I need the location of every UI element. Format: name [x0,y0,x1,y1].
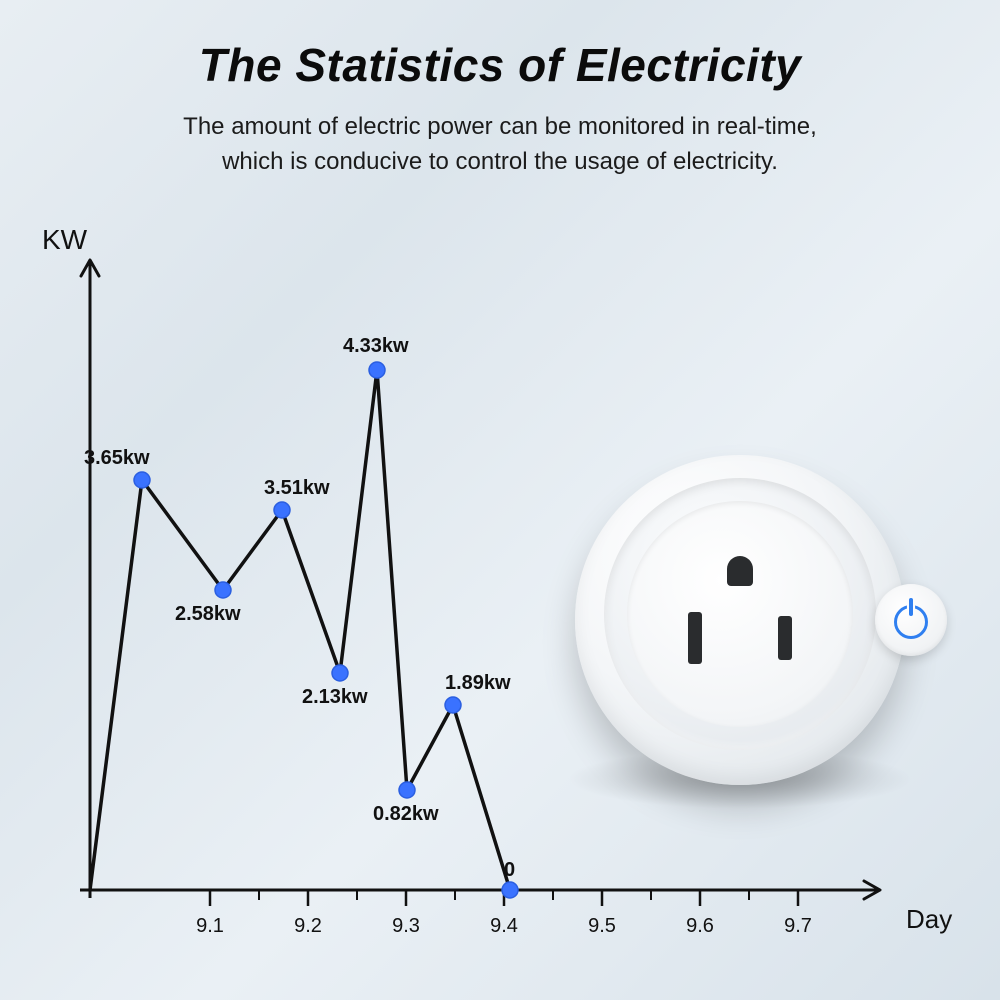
svg-text:3.51kw: 3.51kw [264,477,330,499]
svg-text:9.3: 9.3 [392,915,420,937]
power-icon-bar [909,598,913,616]
svg-text:1.89kw: 1.89kw [445,672,511,694]
svg-text:9.4: 9.4 [490,915,518,937]
svg-text:0: 0 [504,859,515,881]
plug-ground-pin [727,556,753,586]
svg-text:9.5: 9.5 [588,915,616,937]
svg-text:4.33kw: 4.33kw [343,335,409,357]
svg-text:9.6: 9.6 [686,915,714,937]
svg-text:9.7: 9.7 [784,915,812,937]
svg-text:9.2: 9.2 [294,915,322,937]
svg-text:3.65kw: 3.65kw [84,447,150,469]
svg-text:2.13kw: 2.13kw [302,686,368,708]
plug-slot-left [688,612,702,664]
smart-plug-illustration [575,455,905,785]
plug-power-button [875,584,947,656]
plug-slot-right [778,616,792,660]
svg-text:0.82kw: 0.82kw [373,803,439,825]
svg-text:9.1: 9.1 [196,915,224,937]
plug-face [627,501,853,727]
svg-text:2.58kw: 2.58kw [175,603,241,625]
